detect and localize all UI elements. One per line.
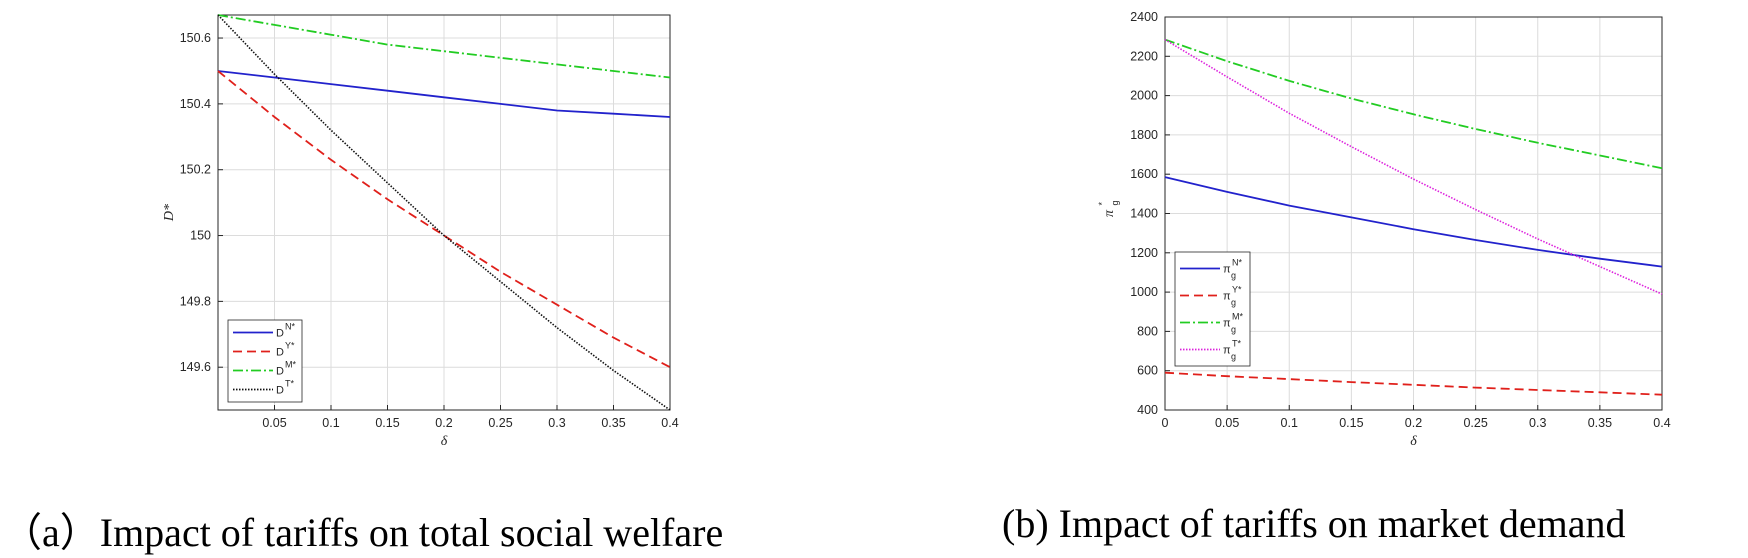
a-legend-sup: T* — [285, 379, 294, 389]
b-series-line-M — [1164, 38, 1663, 170]
b-x-tick-label: 0.3 — [1529, 416, 1546, 430]
a-series-line-M — [217, 14, 671, 79]
a-legend-label: D — [276, 366, 284, 378]
b-x-tick-label: 0.15 — [1339, 416, 1363, 430]
a-legend-label: D — [276, 385, 284, 397]
a-legend-label: D — [276, 347, 284, 359]
b-legend-sub: g — [1231, 352, 1236, 362]
b-series-line-T — [1164, 38, 1663, 295]
a-y-tick-label: 150.4 — [180, 97, 211, 111]
b-legend-box — [1174, 251, 1251, 367]
b-y-tick-label: 400 — [1137, 403, 1158, 417]
a-legend-sup: Y* — [285, 341, 295, 351]
b-series-line-N — [1164, 176, 1663, 268]
caption-a: （a）Impact of tariffs on total social wel… — [2, 510, 724, 555]
b-y-tick-label: 1800 — [1130, 128, 1158, 142]
a-y-tick-label: 149.6 — [180, 360, 211, 374]
b-axes-frame — [1164, 16, 1663, 411]
b-y-tick-label: 1600 — [1130, 167, 1158, 181]
b-y-axis-label-sup: * — [1097, 202, 1107, 206]
a-legend-box — [227, 319, 303, 403]
a-x-tick-label: 0.35 — [601, 416, 625, 430]
b-y-tick-label: 600 — [1137, 364, 1158, 378]
b-legend-sub: g — [1231, 298, 1236, 308]
a-y-tick-label: 150.2 — [180, 163, 211, 177]
a-x-tick-label: 0.3 — [548, 416, 565, 430]
b-y-axis-label-group: πg* — [1097, 200, 1120, 217]
a-x-tick-label: 0.15 — [375, 416, 399, 430]
a-y-axis-label: D* — [162, 204, 177, 222]
b-y-axis-label-sub: g — [1110, 200, 1120, 205]
b-x-tick-label: 0 — [1162, 416, 1169, 430]
a-series-line-T — [217, 14, 671, 411]
a-legend-sup: M* — [285, 360, 296, 370]
b-y-tick-label: 800 — [1137, 324, 1158, 338]
b-legend-sup: N* — [1232, 258, 1242, 268]
a-series-line-N — [217, 70, 671, 118]
b-x-tick-label: 0.25 — [1463, 416, 1487, 430]
b-x-axis-label: δ — [1410, 434, 1417, 449]
a-x-tick-label: 0.4 — [661, 416, 678, 430]
a-series-line-Y — [217, 70, 671, 368]
b-legend-label: π — [1223, 318, 1231, 330]
a-x-tick-label: 0.1 — [322, 416, 339, 430]
b-x-tick-label: 0.05 — [1215, 416, 1239, 430]
b-x-tick-label: 0.4 — [1653, 416, 1670, 430]
b-legend-sup: Y* — [1232, 285, 1242, 295]
caption-b: (b) Impact of tariffs on market demand — [1002, 501, 1626, 546]
a-legend-label: D — [276, 328, 284, 340]
a-legend-sup: N* — [285, 322, 295, 332]
b-legend-sub: g — [1231, 271, 1236, 281]
b-y-tick-label: 2200 — [1130, 49, 1158, 63]
b-legend-label: π — [1223, 264, 1231, 276]
a-x-axis-label: δ — [441, 434, 448, 449]
b-legend-label: π — [1223, 291, 1231, 303]
a-x-tick-label: 0.2 — [435, 416, 452, 430]
chart-a: 0.05 0.1 0.15 0.2 0.25 0.3 0.35 0.4 149.6 149.8 15… — [162, 14, 679, 449]
b-x-tick-label: 0.2 — [1405, 416, 1422, 430]
b-x-tick-label: 0.35 — [1588, 416, 1612, 430]
b-legend-sup: M* — [1232, 312, 1243, 322]
b-series-line-Y — [1164, 371, 1663, 396]
a-y-tick-label: 150.6 — [180, 31, 211, 45]
a-y-tick-label: 149.8 — [180, 294, 211, 308]
chart-b: 0 0.05 0.1 0.15 0.2 0.25 0.3 0.35 0.4 400 600 800 10… — [1097, 10, 1671, 449]
b-y-tick-label: 1200 — [1130, 246, 1158, 260]
b-legend-sub: g — [1231, 325, 1236, 335]
b-y-tick-label: 1000 — [1130, 285, 1158, 299]
a-x-tick-label: 0.25 — [488, 416, 512, 430]
b-legend-sup: T* — [1232, 339, 1241, 349]
a-y-axis-label-group: D* — [162, 204, 177, 222]
b-y-tick-label: 2000 — [1130, 89, 1158, 103]
a-y-tick-label: 150 — [190, 229, 211, 243]
b-y-axis-label: π — [1102, 209, 1117, 217]
b-x-tick-label: 0.1 — [1281, 416, 1298, 430]
b-y-tick-label: 2400 — [1130, 10, 1158, 24]
a-axes-frame — [217, 14, 671, 411]
a-x-tick-label: 0.05 — [262, 416, 286, 430]
b-y-tick-label: 1400 — [1130, 207, 1158, 221]
b-legend-label: π — [1223, 345, 1231, 357]
